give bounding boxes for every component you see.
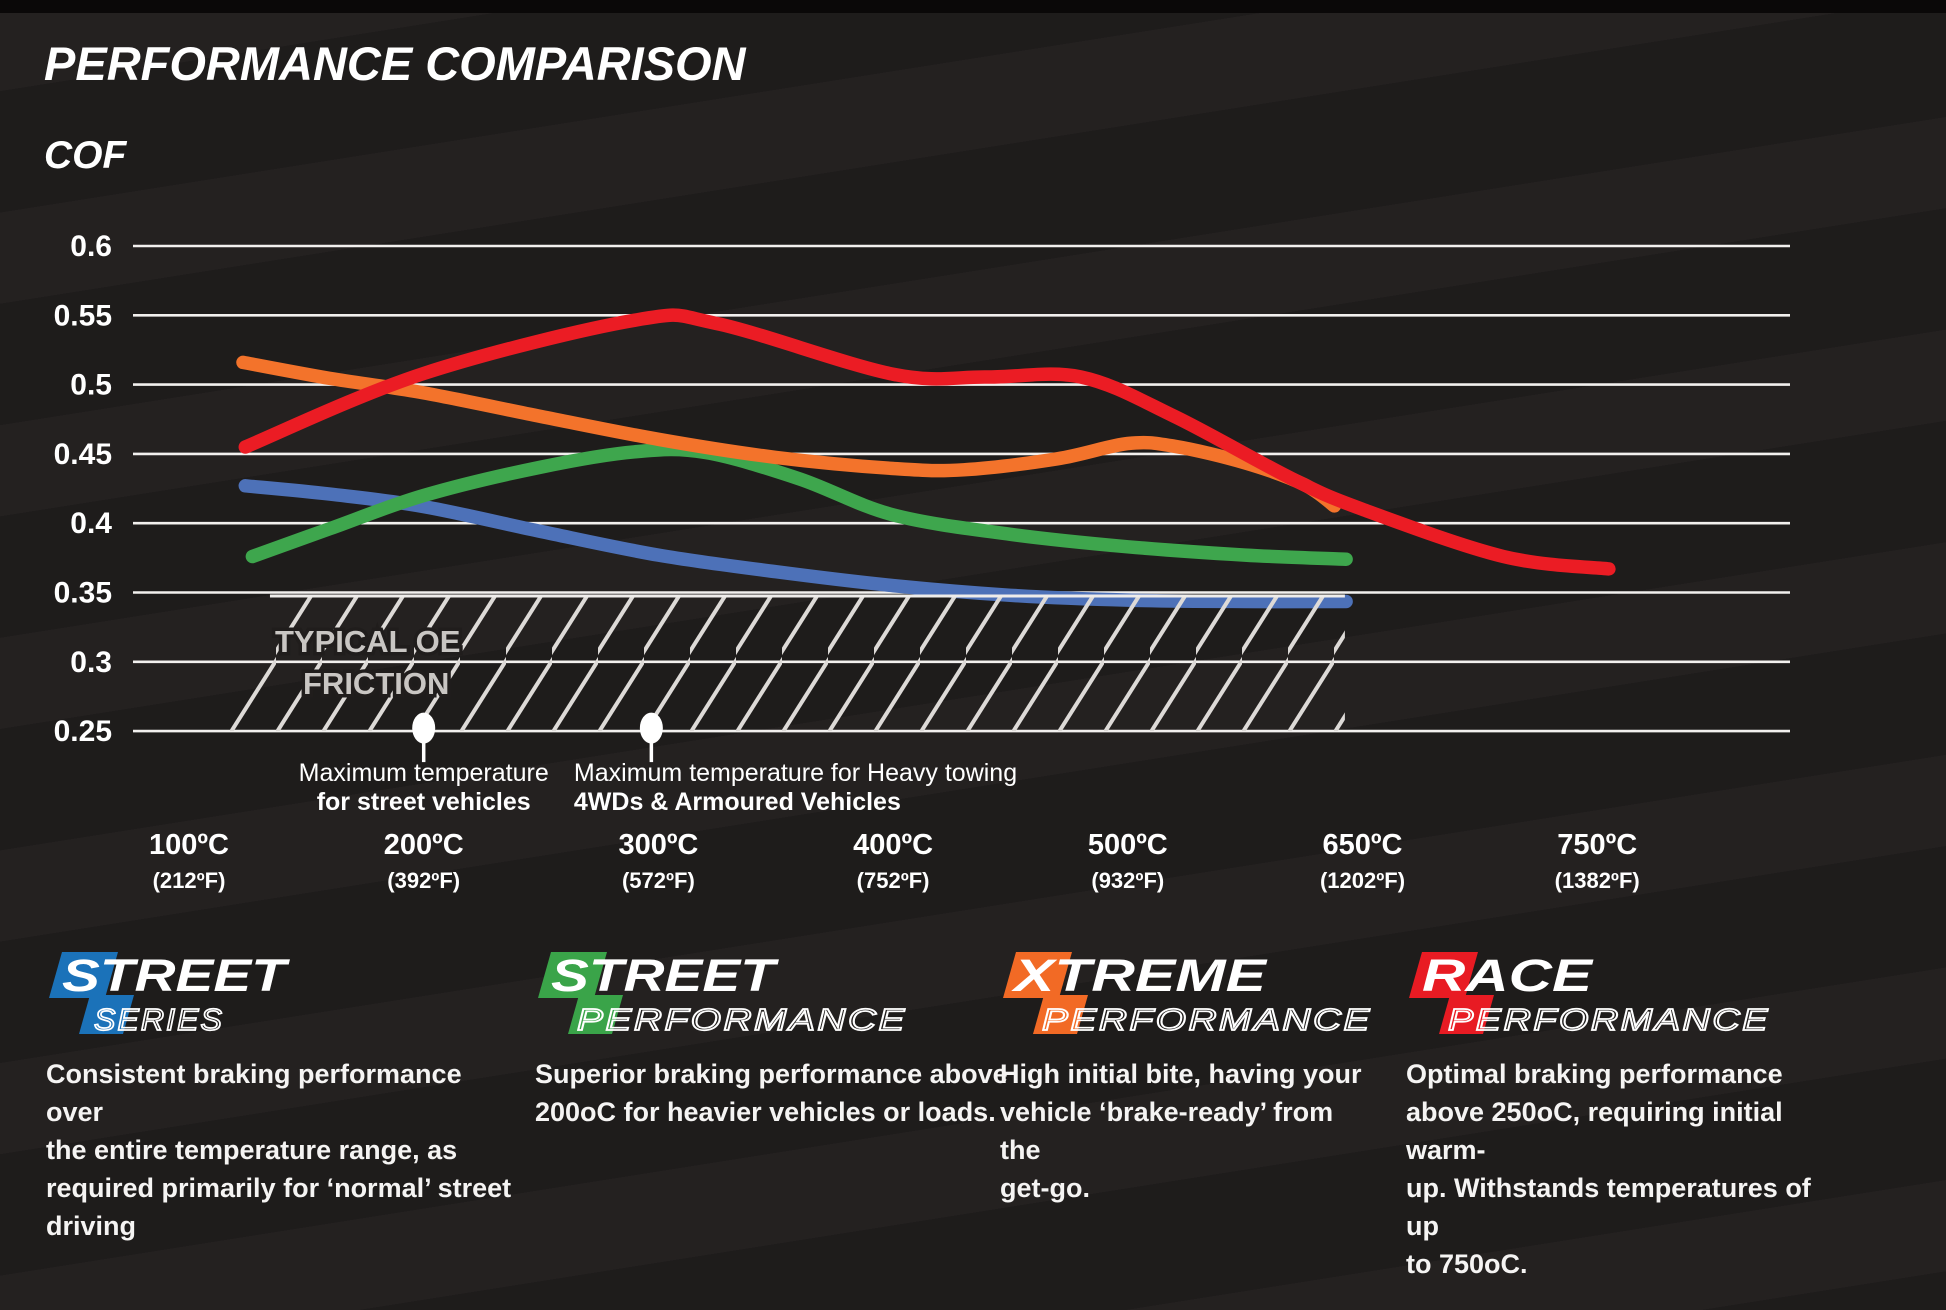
annotation-line2: for street vehicles	[317, 788, 531, 816]
y-tick-label: 0.4	[70, 507, 112, 540]
y-tick-label: 0.35	[54, 577, 112, 610]
legend-description-line: 200oC for heavier vehicles or loads.	[535, 1097, 996, 1127]
race-performance-logo: RACE PERFORMANCE	[1409, 950, 1770, 1038]
legend-xtreme-performance: XTREME PERFORMANCE High initial bite, ha…	[1000, 948, 1380, 1207]
legend-description-line: vehicle ‘brake-ready’ from the	[1000, 1097, 1334, 1165]
x-tick-fahrenheit: (932ºF)	[1091, 868, 1164, 893]
brand-color-patch	[1003, 952, 1072, 998]
legend-description-line: Superior braking performance above	[535, 1059, 1008, 1089]
legend-description-line: above 250oC, requiring initial warm-	[1406, 1097, 1783, 1165]
pin-marker-icon	[412, 712, 436, 744]
brand-color-patch	[538, 952, 607, 998]
x-tick-fahrenheit: (1382ºF)	[1555, 868, 1640, 893]
y-tick-label: 0.25	[54, 715, 112, 748]
brand-word-2: PERFORMANCE	[1042, 1002, 1372, 1037]
legend-street-performance: STREET PERFORMANCE Superior braking perf…	[535, 948, 1010, 1131]
brand-color-patch-lower	[1033, 995, 1088, 1034]
legend-race-performance: RACE PERFORMANCE Optimal braking perform…	[1406, 948, 1836, 1283]
x-axis-tick-labels: 100ºC (212ºF) 200ºC (392ºF) 300ºC (572ºF) 400º…	[149, 829, 1640, 893]
brand-word-1: STREET	[62, 950, 290, 1001]
x-tick-celsius: 100ºC	[149, 829, 229, 861]
x-tick-fahrenheit: (392ºF)	[387, 868, 460, 893]
y-tick-label: 0.6	[70, 230, 112, 263]
x-tick-fahrenheit: (572ºF)	[622, 868, 695, 893]
brand-word-2: PERFORMANCE	[1448, 1002, 1770, 1037]
legend-description-line: up. Withstands temperatures of up	[1406, 1173, 1811, 1241]
brand-color-patch-lower	[1439, 995, 1494, 1034]
x-tick-celsius: 400ºC	[853, 829, 933, 861]
legend-description: Optimal braking performance above 250oC, …	[1406, 1055, 1836, 1283]
brand-color-patch	[1409, 952, 1478, 998]
y-tick-label: 0.5	[70, 369, 112, 402]
pin-marker-icon	[639, 712, 663, 744]
y-axis-title: COF	[44, 134, 127, 177]
legend-description: High initial bite, having your vehicle ‘b…	[1000, 1055, 1380, 1207]
brand-word-1: RACE	[1422, 950, 1595, 1001]
annotation-line1: Maximum temperature for Heavy towing	[574, 759, 1017, 787]
y-tick-label: 0.55	[54, 299, 112, 332]
cof-line-chart: 0.6 0.55 0.5 0.45 0.4 0.35 0.3 0.25 TYPICAL OE F…	[54, 230, 1790, 893]
legend-description-line: get-go.	[1000, 1173, 1090, 1203]
legend-description-line: the entire temperature range, as	[46, 1135, 458, 1165]
x-tick-celsius: 200ºC	[384, 829, 464, 861]
legend-description-line: to 750oC.	[1406, 1249, 1528, 1279]
typical-oe-friction-band: TYPICAL OE FRICTION	[212, 594, 1345, 732]
x-tick-celsius: 750ºC	[1557, 829, 1637, 861]
annotation-line1: Maximum temperature	[299, 759, 549, 787]
legend-description-line: High initial bite, having your	[1000, 1059, 1362, 1089]
legend-description-line: required primarily for ‘normal’ street	[46, 1173, 512, 1203]
x-tick-fahrenheit: (1202ºF)	[1320, 868, 1405, 893]
street-performance-logo: STREET PERFORMANCE	[538, 950, 907, 1038]
legend-description: Superior braking performance above 200oC …	[535, 1055, 1010, 1131]
x-tick-celsius: 300ºC	[618, 829, 698, 861]
xtreme-performance-logo: XTREME PERFORMANCE	[1003, 950, 1372, 1038]
page-title: PERFORMANCE COMPARISON	[44, 37, 746, 90]
y-axis-tick-labels: 0.6 0.55 0.5 0.45 0.4 0.35 0.3 0.25	[54, 230, 113, 748]
x-tick-fahrenheit: (752ºF)	[857, 868, 930, 893]
legend-description-line: Consistent braking performance over	[46, 1059, 462, 1127]
brand-color-patch	[49, 952, 118, 998]
brand-color-patch-lower	[568, 995, 623, 1034]
series-line-xtreme-performance	[236, 355, 1342, 513]
x-tick-celsius: 500ºC	[1088, 829, 1168, 861]
legend-description-line: driving	[46, 1211, 137, 1241]
brand-word-1: XTREME	[1010, 950, 1269, 1001]
oe-band-label-line2: FRICTION	[303, 666, 449, 701]
brand-word-1: STREET	[551, 950, 779, 1001]
y-tick-label: 0.45	[54, 438, 112, 471]
x-tick-celsius: 650ºC	[1323, 829, 1403, 861]
series-line-race-performance	[238, 308, 1616, 576]
legend-description-line: Optimal braking performance	[1406, 1059, 1783, 1089]
legend-description: Consistent braking performance over the e…	[46, 1055, 516, 1245]
street-series-logo: STREET SERIES	[49, 950, 290, 1038]
brand-word-2: SERIES	[94, 1002, 224, 1037]
oe-band-hatch	[212, 595, 1345, 732]
brand-color-patch-lower	[79, 995, 134, 1034]
y-tick-label: 0.3	[70, 646, 112, 679]
series-line-street-performance	[245, 442, 1353, 566]
series-curves	[236, 308, 1616, 609]
top-strip	[0, 0, 1946, 13]
oe-band-label-line1: TYPICAL OE	[275, 624, 460, 659]
legend-street-series: STREET SERIES Consistent braking perform…	[46, 948, 516, 1245]
x-tick-fahrenheit: (212ºF)	[153, 868, 226, 893]
annotation-line2: 4WDs & Armoured Vehicles	[574, 788, 901, 816]
brand-word-2: PERFORMANCE	[577, 1002, 907, 1037]
